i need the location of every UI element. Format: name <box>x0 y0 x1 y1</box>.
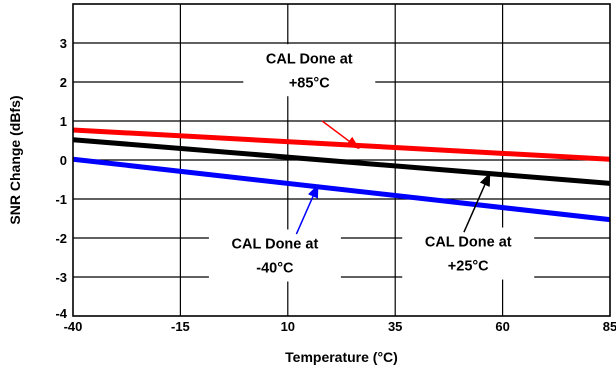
annotation-label-line2: -40°C <box>256 261 294 277</box>
y-tick-label: 2 <box>60 75 67 90</box>
x-tick-label: 35 <box>388 319 402 334</box>
y-tick-label: -2 <box>55 231 67 246</box>
x-tick-labels: -40 -15 10 35 60 85 <box>64 319 616 334</box>
x-tick-label: 10 <box>281 319 295 334</box>
annotation-1: CAL Done at +85°C <box>243 44 376 150</box>
annotation-arrow <box>295 184 319 235</box>
annotation-background <box>208 229 341 282</box>
x-tick-label: -40 <box>64 319 83 334</box>
x-tick-label: 60 <box>495 319 509 334</box>
plot-frame <box>72 3 611 317</box>
annotation-2: CAL Done at -40°C <box>208 184 341 282</box>
x-tick-label: 85 <box>603 319 616 334</box>
annotation-label-line2: +85°C <box>289 75 330 91</box>
y-axis-title: SNR Change (dBfs) <box>7 95 23 224</box>
series-lines <box>72 127 611 223</box>
x-tick-label: -15 <box>171 319 190 334</box>
annotation-background <box>402 227 535 280</box>
y-tick-label: -3 <box>55 270 67 285</box>
x-axis-title: Temperature (°C) <box>285 349 398 365</box>
y-tick-label: -1 <box>55 192 67 207</box>
annotation-background <box>243 44 376 97</box>
annotation-label-line1: CAL Done at <box>425 235 512 251</box>
annotation-label-line2: +25°C <box>448 259 489 275</box>
y-tick-label: -4 <box>55 306 67 321</box>
annotation-label-line1: CAL Done at <box>266 51 353 67</box>
y-tick-label: 1 <box>60 114 67 129</box>
annotation-arrow <box>463 172 491 233</box>
series-line-1 <box>72 127 611 162</box>
annotation-label-line1: CAL Done at <box>232 237 319 253</box>
series-line-2 <box>72 137 611 186</box>
annotation-arrow <box>321 120 360 150</box>
annotation-3: CAL Done at +25°C <box>402 172 535 280</box>
series-line-3 <box>72 156 611 223</box>
y-tick-labels: 3 2 1 0 -1 -2 -3 -4 <box>55 36 67 321</box>
y-tick-label: 3 <box>60 36 67 51</box>
y-tick-label: 0 <box>60 153 67 168</box>
